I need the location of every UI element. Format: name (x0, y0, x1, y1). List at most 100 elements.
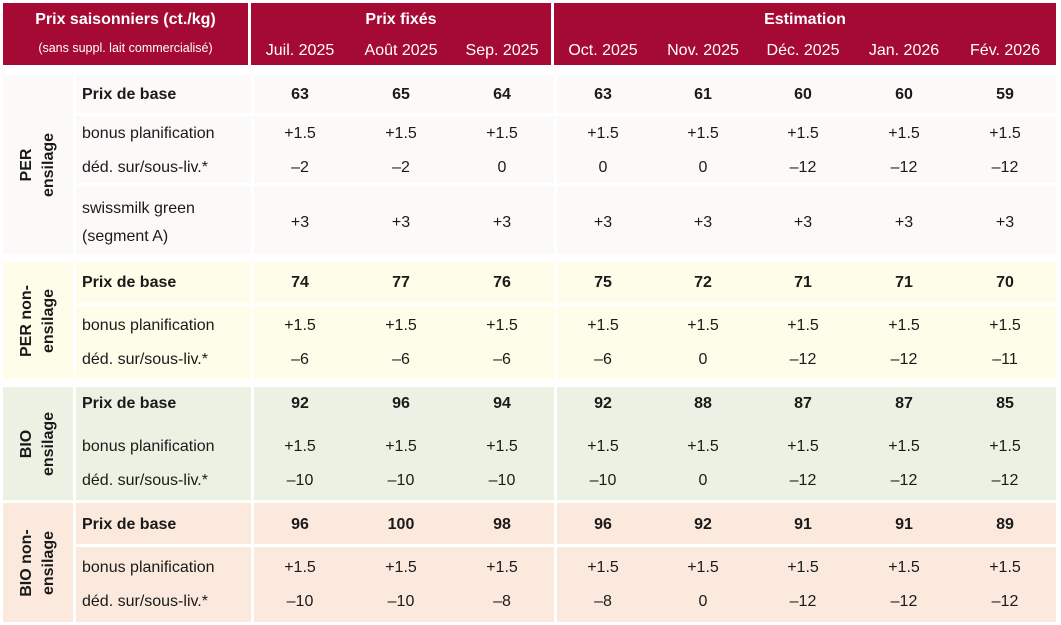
table-cell: 71 (794, 274, 812, 291)
row-divider (73, 303, 1056, 306)
group-label: BIO non-ensilage (3, 503, 73, 622)
table-cell: +3 (894, 214, 914, 231)
table-cell: –6 (291, 351, 309, 368)
table-cell: –8 (493, 593, 511, 610)
estimation-label: Estimation (764, 11, 846, 28)
group-label-line2: ensilage (40, 411, 57, 476)
table-cell: +1.5 (787, 125, 819, 142)
month-header: Fév. 2026 (970, 42, 1040, 59)
table-title: Prix saisonniers (ct./kg) (35, 11, 216, 28)
row-label: déd. sur/sous-liv.* (82, 351, 208, 368)
row-label: Prix de base (82, 86, 177, 103)
table-cell: 0 (698, 593, 708, 610)
table-cell: –12 (991, 159, 1019, 176)
row-divider (73, 113, 1056, 116)
fixed-prices-label: Prix fixés (365, 11, 437, 28)
table-cell: 75 (594, 274, 612, 291)
table-cell: 0 (497, 159, 507, 176)
table-cell: +3 (593, 214, 613, 231)
table-cell: 96 (392, 395, 410, 412)
table-cell: +1.5 (385, 438, 417, 455)
column-divider (554, 262, 557, 379)
column-divider (554, 503, 557, 622)
column-divider (73, 262, 76, 379)
table-cell: –8 (594, 593, 612, 610)
row-label: déd. sur/sous-liv.* (82, 593, 208, 610)
table-cell: +1.5 (587, 559, 619, 576)
table-cell: +1.5 (888, 438, 920, 455)
group-label: PER ensilage (3, 75, 73, 254)
table-cell: +1.5 (687, 438, 719, 455)
table-cell: –10 (387, 472, 415, 489)
table-cell: +1.5 (989, 559, 1021, 576)
table-cell: 92 (694, 516, 712, 533)
group-label-line2: ensilage (40, 288, 57, 353)
group-label-text: BIO ensilage (16, 411, 60, 475)
table-cell: +3 (793, 214, 813, 231)
table-cell: –10 (488, 472, 516, 489)
group-label-line1: BIO (18, 429, 35, 458)
table-cell: 0 (698, 159, 708, 176)
table-cell: –10 (589, 472, 617, 489)
column-divider (73, 387, 76, 500)
table-cell: 85 (996, 395, 1014, 412)
group-label-text: BIO non-ensilage (16, 529, 60, 597)
table-cell: –12 (890, 159, 918, 176)
table-cell: –2 (291, 159, 309, 176)
table-cell: 87 (895, 395, 913, 412)
table-cell: 63 (594, 86, 612, 103)
table-cell: –2 (392, 159, 410, 176)
table-cell: 74 (291, 274, 309, 291)
table-cell: 88 (694, 395, 712, 412)
table-cell: 63 (291, 86, 309, 103)
table-cell: –11 (992, 351, 1018, 368)
table-cell: 96 (594, 516, 612, 533)
table-cell: +1.5 (486, 125, 518, 142)
table-cell: 60 (794, 86, 812, 103)
row-label: bonus planification (82, 438, 215, 455)
row-label: Prix de base (82, 516, 177, 533)
table-cell: +1.5 (486, 438, 518, 455)
row-label: Prix de base (82, 274, 177, 291)
group-band (3, 503, 1056, 622)
table-cell: 92 (594, 395, 612, 412)
month-header: Nov. 2025 (667, 42, 739, 59)
row-label: déd. sur/sous-liv.* (82, 159, 208, 176)
table-cell: +3 (693, 214, 713, 231)
table-cell: 60 (895, 86, 913, 103)
group-label-line2: ensilage (40, 530, 57, 595)
table-cell: +1.5 (787, 438, 819, 455)
row-label: bonus planification (82, 317, 215, 334)
table-cell: +3 (290, 214, 310, 231)
table-cell: –6 (594, 351, 612, 368)
month-header: Déc. 2025 (766, 42, 840, 59)
month-header: Oct. 2025 (568, 42, 638, 59)
table-cell: +1.5 (385, 559, 417, 576)
header-estimation: Estimation (554, 3, 1056, 65)
group-label-line1: BIO non- (18, 528, 35, 597)
table-cell: –6 (493, 351, 511, 368)
table-cell: +1.5 (385, 125, 417, 142)
table-cell: +1.5 (787, 559, 819, 576)
column-divider (73, 75, 76, 254)
column-divider (251, 262, 254, 379)
row-label: déd. sur/sous-liv.* (82, 472, 208, 489)
table-cell: 65 (392, 86, 410, 103)
table-cell: +3 (492, 214, 512, 231)
month-header: Jan. 2026 (868, 42, 940, 59)
group-label: BIO ensilage (3, 387, 73, 500)
column-divider (73, 503, 76, 622)
table-cell: +1.5 (989, 317, 1021, 334)
table-cell: –12 (991, 472, 1019, 489)
group-label: PER non-ensilage (3, 262, 73, 379)
group-label-text: PER non-ensilage (16, 285, 60, 357)
table-cell: –12 (789, 351, 817, 368)
table-cell: +1.5 (486, 317, 518, 334)
table-cell: –10 (286, 593, 314, 610)
header-fixed-prices: Prix fixés (251, 3, 551, 65)
table-cell: –12 (789, 472, 817, 489)
table-cell: 91 (895, 516, 913, 533)
table-cell: +1.5 (587, 317, 619, 334)
month-header: Août 2025 (364, 42, 438, 59)
table-cell: +3 (391, 214, 411, 231)
